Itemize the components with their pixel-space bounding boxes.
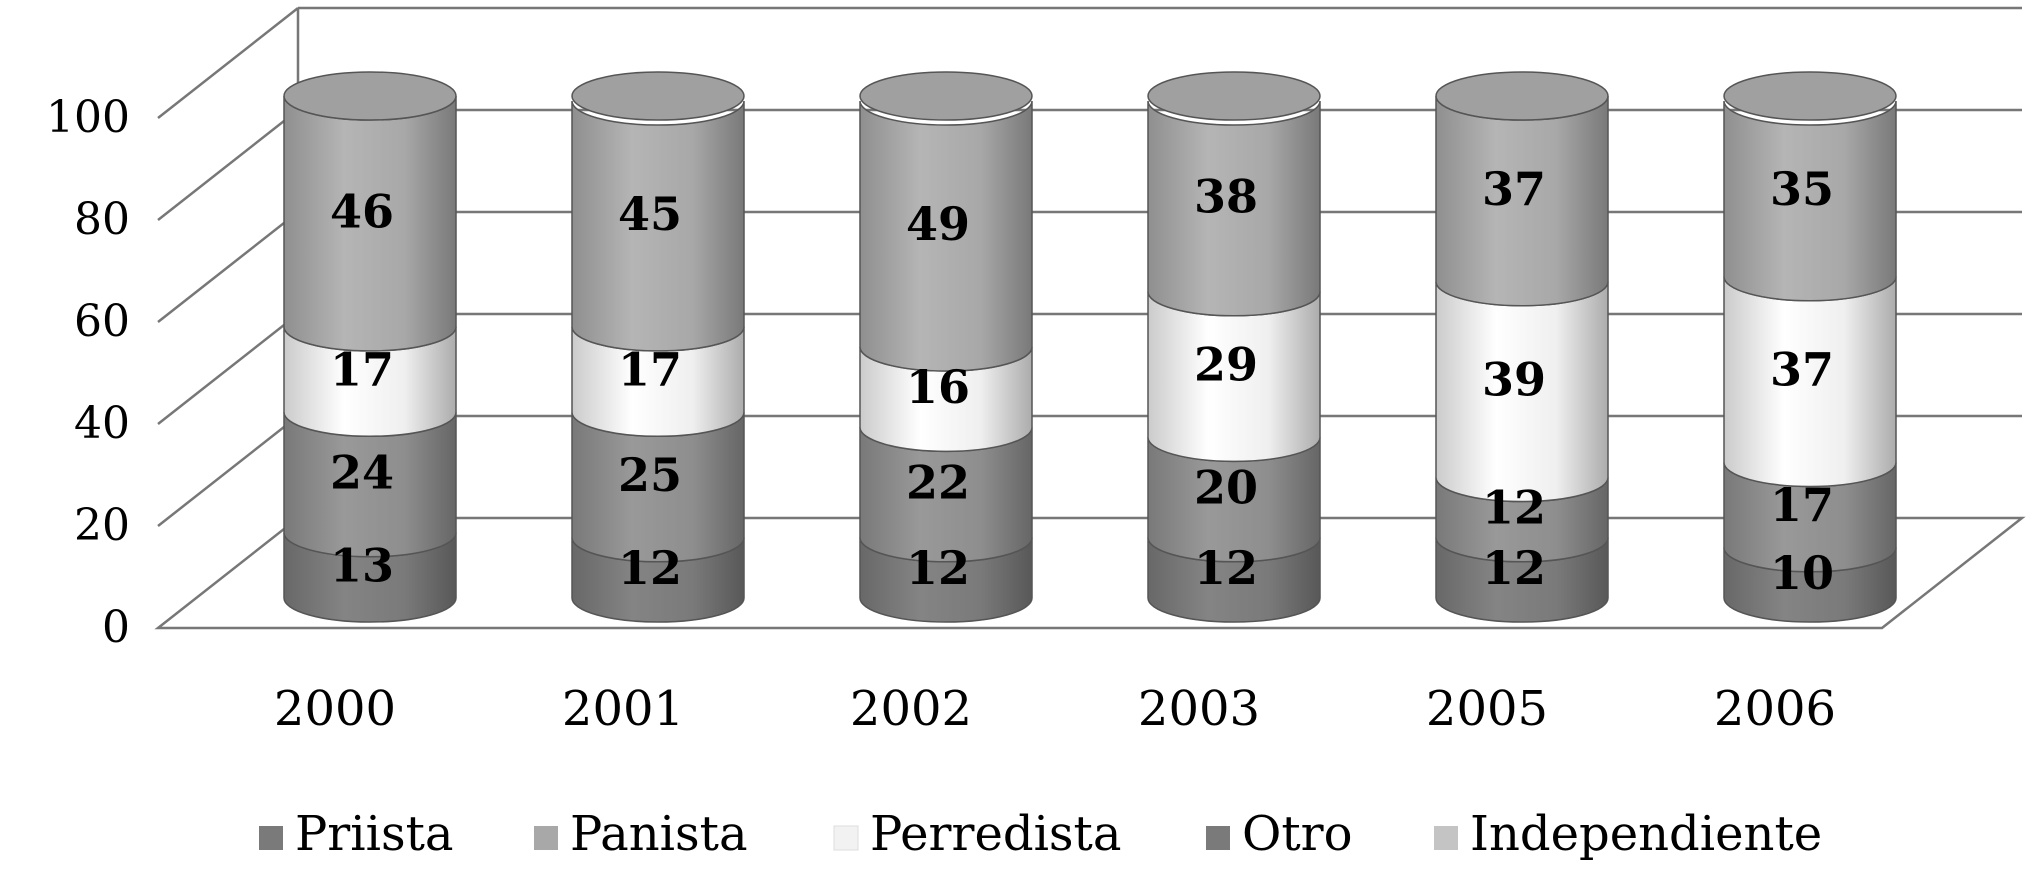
bar-segment-panista [859,100,1033,372]
data-label: 39 [1482,353,1546,407]
legend-label: Priista [295,806,453,862]
bar-top-cap [859,71,1033,121]
legend-label: Otro [1242,806,1352,862]
y-tick-label: 20 [74,500,130,551]
bar-segment-panista [1147,100,1321,317]
gridline-depth [157,7,299,119]
legend-label: Panista [570,806,748,862]
data-label: 12 [1194,541,1258,595]
bar-top-cap [283,71,457,121]
data-label: 38 [1194,169,1258,223]
data-label: 49 [906,197,970,251]
data-label: 17 [1770,478,1834,532]
x-tick-label: 2001 [562,681,684,737]
y-tick-label: 60 [74,296,130,347]
bar-top-cap [1147,71,1321,121]
data-label: 12 [1482,481,1546,535]
bar-segment-panista [571,100,745,352]
legend-swatch [833,825,859,851]
data-label: 35 [1770,162,1834,216]
bar-segment-panista [1723,100,1897,302]
data-label: 29 [1194,338,1258,392]
x-tick-label: 2006 [1714,681,1836,737]
data-label: 37 [1770,343,1834,397]
data-label: 17 [330,343,394,397]
legend-label: Independiente [1470,806,1822,862]
x-tick-label: 2000 [274,681,396,737]
gridline-depth [157,415,299,527]
data-label: 37 [1482,162,1546,216]
y-tick-label: 40 [74,398,130,449]
data-label: 24 [330,446,394,500]
x-tick-label: 2005 [1426,681,1548,737]
bar-top-cap [1723,71,1897,121]
gridline-depth [157,313,299,425]
data-label: 10 [1770,546,1834,600]
y-tick-label: 80 [74,194,130,245]
y-tick-label: 0 [102,602,130,653]
data-label: 13 [330,538,394,592]
legend-swatch [259,826,283,850]
legend-label: Perredista [870,806,1121,862]
data-label: 46 [330,184,394,238]
bar-top-cap [1435,71,1609,121]
data-label: 12 [1482,541,1546,595]
bar-top-cap [571,71,745,121]
x-tick-label: 2003 [1138,681,1260,737]
data-label: 20 [1194,461,1258,515]
data-label: 45 [618,187,682,241]
data-label: 25 [618,448,682,502]
data-label: 12 [618,541,682,595]
legend-swatch [1206,826,1230,850]
legend-swatch [534,826,558,850]
data-label: 16 [906,360,970,414]
gridline-depth [157,211,299,323]
x-tick-label: 2002 [850,681,972,737]
y-tick-label: 100 [46,92,130,143]
data-label: 12 [906,541,970,595]
data-label: 22 [906,456,970,510]
legend-swatch [1434,826,1458,850]
gridline-depth [157,109,299,221]
data-label: 17 [618,343,682,397]
